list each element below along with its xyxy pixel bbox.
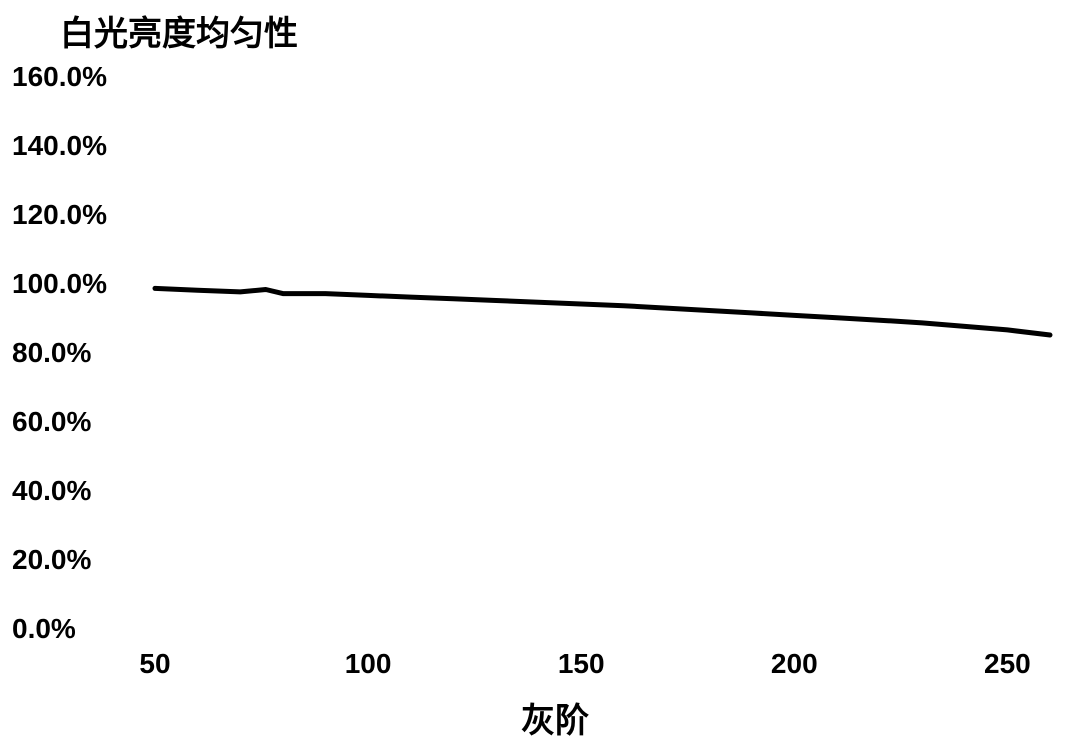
- data-series-line: [155, 288, 1050, 335]
- line-chart: 白光亮度均匀性 160.0%140.0%120.0%100.0%80.0%60.…: [0, 0, 1080, 743]
- plot-area: [0, 0, 1080, 743]
